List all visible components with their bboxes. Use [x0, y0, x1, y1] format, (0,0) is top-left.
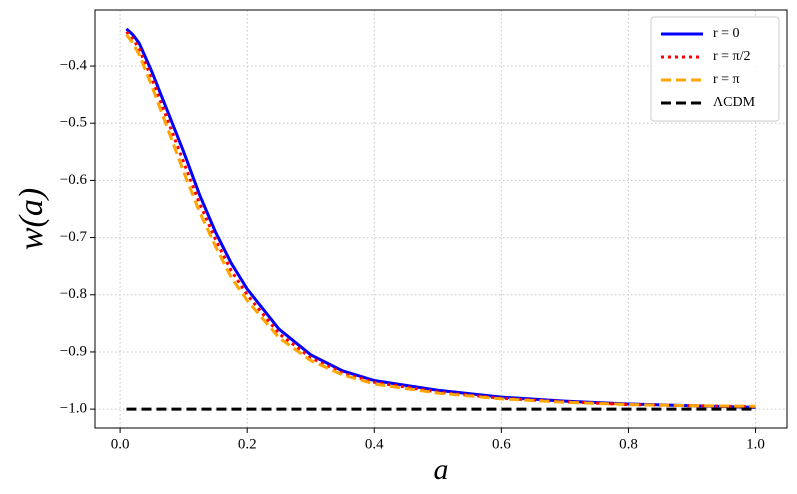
legend-label: r = 0 [713, 26, 740, 41]
y-tick-label: −0.4 [60, 57, 88, 73]
x-tick-label: 0.6 [492, 436, 511, 452]
x-tick-label: 0.0 [111, 436, 130, 452]
y-axis-label: w(a) [13, 188, 50, 250]
legend-box [650, 16, 780, 122]
x-tick-label: 1.0 [746, 436, 765, 452]
y-tick-label: −0.9 [60, 343, 87, 359]
legend: r = 0 r = π/2 r = π ΛCDM [650, 16, 780, 122]
legend-label: r = π/2 [713, 49, 751, 64]
plot-frame [94, 9, 788, 429]
y-tick-label: −1.0 [60, 401, 87, 417]
legend-label: ΛCDM [713, 95, 756, 110]
y-tick-label: −0.6 [60, 172, 88, 188]
x-tick-label: 0.4 [365, 436, 384, 452]
y-tick-label: −0.8 [60, 286, 87, 302]
y-tick-label: −0.7 [60, 229, 88, 245]
y-tick-label: −0.5 [60, 115, 87, 131]
series-line [125, 33, 756, 408]
x-tick-label: 0.8 [619, 436, 638, 452]
x-axis-label: a [434, 453, 449, 486]
legend-label: r = π [713, 72, 740, 87]
x-tick-label: 0.2 [238, 436, 257, 452]
